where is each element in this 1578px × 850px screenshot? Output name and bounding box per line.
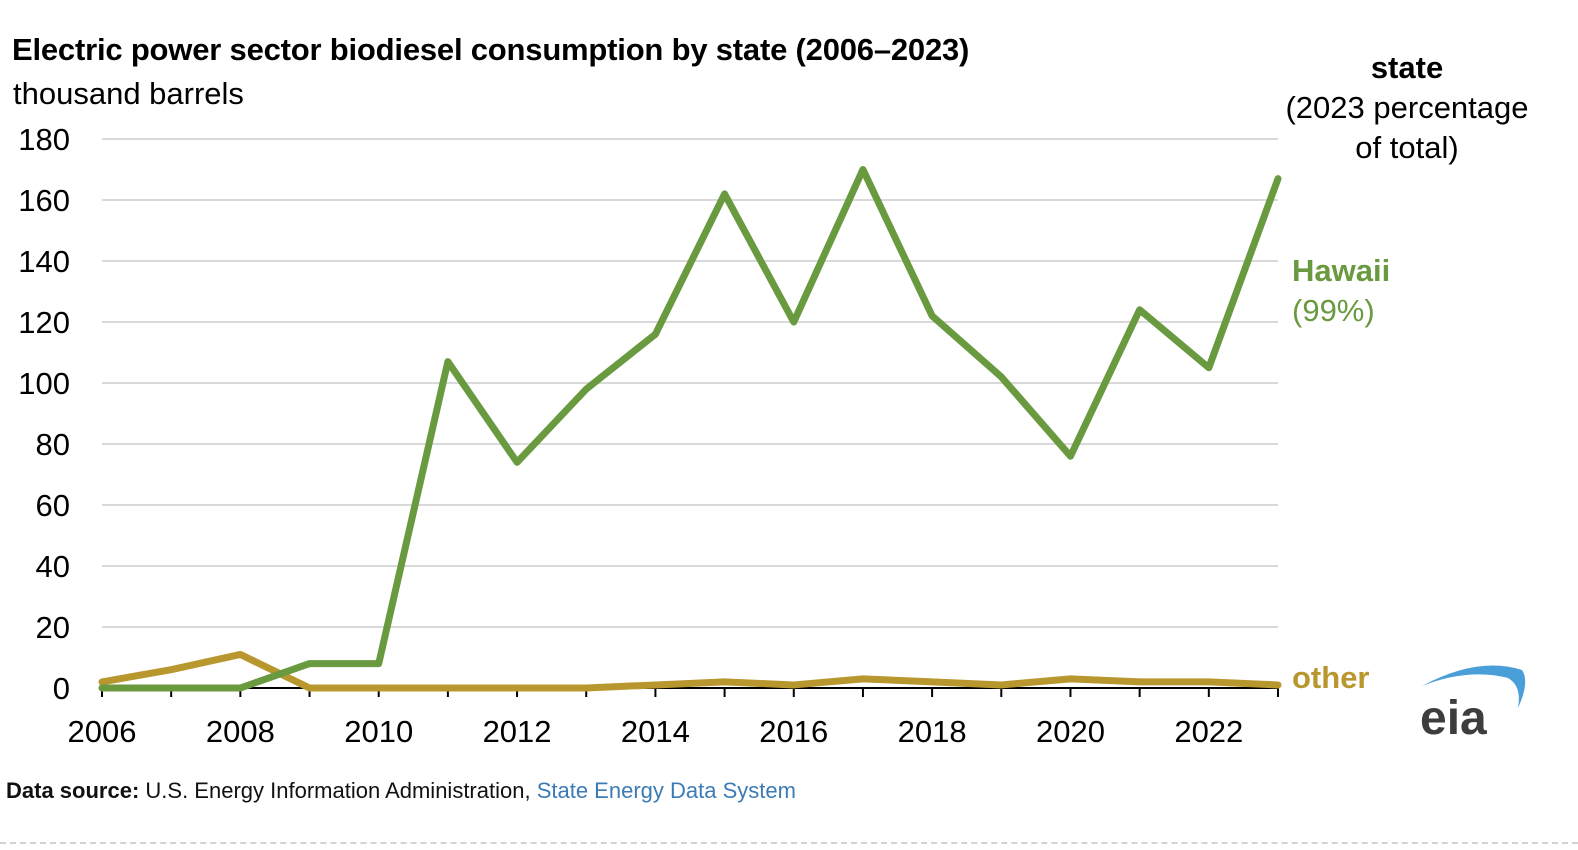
eia-logo-arc-icon bbox=[1422, 665, 1526, 708]
y-axis-unit-label: thousand barrels bbox=[13, 76, 244, 111]
y-tick-label: 0 bbox=[53, 671, 70, 706]
source-label: Data source: bbox=[6, 778, 140, 803]
legend-subtitle-2: of total) bbox=[1355, 130, 1459, 165]
y-tick-label: 40 bbox=[36, 549, 70, 584]
y-tick-label: 140 bbox=[18, 244, 70, 279]
x-tick-label: 2016 bbox=[759, 714, 828, 749]
hawaii-share: (99%) bbox=[1292, 293, 1375, 328]
eia-logo: eia bbox=[1420, 665, 1526, 740]
series-line-other bbox=[98, 650, 1282, 692]
legend-subtitle: (2023 percentage bbox=[1285, 90, 1529, 125]
y-tick-label: 160 bbox=[18, 183, 70, 218]
data-source: Data source: U.S. Energy Information Adm… bbox=[6, 778, 796, 804]
x-tick-label: 2012 bbox=[483, 714, 552, 749]
legend-title: state bbox=[1370, 50, 1444, 85]
series-line-hawaii bbox=[98, 166, 1282, 692]
x-tick-label: 2010 bbox=[344, 714, 413, 749]
y-tick-label: 60 bbox=[36, 488, 70, 523]
series-label-hawaii: Hawaii (99%) bbox=[1292, 251, 1390, 331]
hawaii-name: Hawaii bbox=[1292, 253, 1391, 288]
x-tick-label: 2008 bbox=[206, 714, 275, 749]
source-text: U.S. Energy Information Administration, bbox=[145, 778, 531, 803]
y-tick-label: 80 bbox=[36, 427, 70, 462]
divider bbox=[0, 842, 1578, 844]
source-link[interactable]: State Energy Data System bbox=[536, 778, 796, 803]
legend-header: state (2023 percentage of total) bbox=[1262, 48, 1552, 168]
x-tick-label: 2018 bbox=[898, 714, 967, 749]
eia-logo-text: eia bbox=[1420, 692, 1487, 740]
x-tick-label: 2020 bbox=[1036, 714, 1105, 749]
y-tick-label: 20 bbox=[36, 610, 70, 645]
y-tick-label: 120 bbox=[18, 305, 70, 340]
series-label-other: other bbox=[1292, 660, 1370, 695]
y-tick-label: 100 bbox=[18, 366, 70, 401]
x-tick-label: 2022 bbox=[1174, 714, 1243, 749]
x-tick-label: 2006 bbox=[68, 714, 137, 749]
chart-title: Electric power sector biodiesel consumpt… bbox=[12, 32, 970, 67]
x-tick-label: 2014 bbox=[621, 714, 690, 749]
y-tick-label: 180 bbox=[18, 122, 70, 157]
